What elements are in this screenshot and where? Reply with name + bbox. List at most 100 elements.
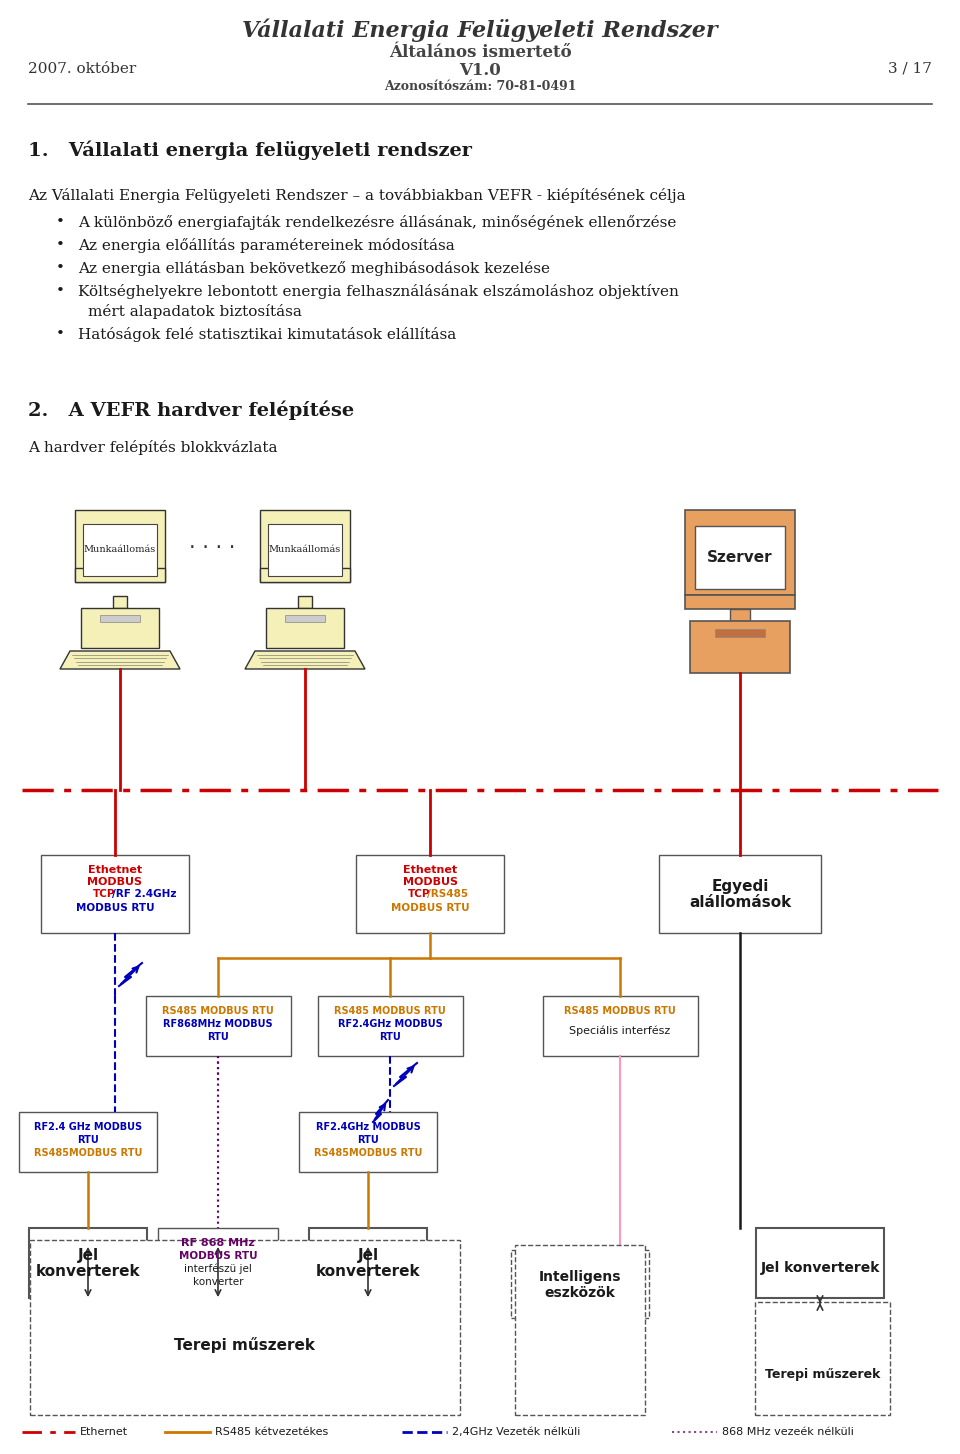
Text: /RF 2.4GHz: /RF 2.4GHz (112, 888, 177, 899)
Bar (19, 1112, 157, 1172)
Text: RS485 kétvezetékes: RS485 kétvezetékes (215, 1426, 328, 1437)
Bar (685, 595, 795, 609)
Polygon shape (60, 651, 180, 669)
Bar (756, 1229, 884, 1298)
Bar (41, 855, 189, 933)
Text: •: • (56, 238, 64, 252)
Text: Terepi műszerek: Terepi műszerek (765, 1368, 880, 1381)
Text: •: • (56, 327, 64, 342)
Bar (299, 1112, 437, 1172)
Text: RF2.4GHz MODBUS: RF2.4GHz MODBUS (338, 1019, 443, 1029)
Bar (685, 510, 795, 595)
Bar (356, 855, 504, 933)
Text: RS485 MODBUS RTU: RS485 MODBUS RTU (162, 1006, 274, 1016)
Text: Ethetnet: Ethetnet (88, 865, 142, 875)
Bar (75, 510, 165, 582)
Text: MODBUS RTU: MODBUS RTU (76, 903, 155, 913)
Bar (542, 996, 698, 1056)
Text: Ethetnet: Ethetnet (403, 865, 457, 875)
Bar (515, 1245, 645, 1415)
Bar (755, 1301, 890, 1415)
Text: Terepi műszerek: Terepi műszerek (175, 1338, 316, 1354)
Text: Azonosítószám: 70-81-0491: Azonosítószám: 70-81-0491 (384, 80, 576, 93)
Bar (266, 608, 344, 648)
Text: 2,4GHz Vezeték nélküli: 2,4GHz Vezeték nélküli (452, 1426, 581, 1437)
Text: 1.   Vállalati energia felügyeleti rendszer: 1. Vállalati energia felügyeleti rendsze… (28, 140, 472, 160)
Text: . . . .: . . . . (189, 532, 235, 553)
Text: 2.   A VEFR hardver felépítése: 2. A VEFR hardver felépítése (28, 400, 354, 420)
Text: RF2.4GHz MODBUS: RF2.4GHz MODBUS (316, 1122, 420, 1133)
Text: Vállalati Energia Felügyeleti Rendszer: Vállalati Energia Felügyeleti Rendszer (242, 17, 718, 42)
Text: RS485 MODBUS RTU: RS485 MODBUS RTU (564, 1006, 676, 1016)
Text: interfészü jel: interfészü jel (184, 1264, 252, 1275)
Bar (75, 569, 165, 582)
Text: Költséghelyekre lebontott energia felhasználásának elszámoláshoz objektíven: Költséghelyekre lebontott energia felhas… (78, 284, 679, 300)
Bar (730, 609, 750, 621)
Bar (285, 615, 325, 622)
Text: Általános ismertető: Általános ismertető (389, 44, 571, 61)
Text: alállomások: alállomások (689, 896, 791, 910)
Text: RS485 MODBUS RTU: RS485 MODBUS RTU (334, 1006, 445, 1016)
Text: •: • (56, 215, 64, 228)
Text: Az energia ellátásban bekövetkező meghibásodások kezelése: Az energia ellátásban bekövetkező meghib… (78, 262, 550, 276)
Text: TCP: TCP (408, 888, 430, 899)
Text: V1.0: V1.0 (459, 63, 501, 79)
Text: Munkaállomás: Munkaállomás (84, 545, 156, 554)
Text: Jel: Jel (357, 1248, 378, 1264)
Text: Jel konverterek: Jel konverterek (760, 1261, 879, 1275)
Bar (695, 526, 785, 589)
Text: 2007. október: 2007. október (28, 63, 136, 76)
Text: MODBUS: MODBUS (87, 877, 142, 887)
Text: RTU: RTU (77, 1136, 99, 1144)
Bar (146, 996, 291, 1056)
Text: eszközök: eszközök (544, 1285, 615, 1300)
Bar (268, 523, 342, 576)
Text: RF2.4 GHz MODBUS: RF2.4 GHz MODBUS (34, 1122, 142, 1133)
Text: MODBUS: MODBUS (402, 877, 458, 887)
Bar (83, 523, 157, 576)
Text: Az Vállalati Energia Felügyeleti Rendszer – a továbbiakban VEFR - kiépítésének c: Az Vállalati Energia Felügyeleti Rendsze… (28, 188, 685, 204)
Text: RTU: RTU (379, 1032, 401, 1043)
Text: •: • (56, 262, 64, 275)
Text: Intelligens: Intelligens (539, 1269, 621, 1284)
Text: A hardver felépítés blokkvázlata: A hardver felépítés blokkvázlata (28, 441, 277, 455)
Bar (260, 510, 350, 582)
Text: RTU: RTU (207, 1032, 228, 1043)
Bar (659, 855, 821, 933)
Text: /RS485: /RS485 (427, 888, 468, 899)
Text: 868 MHz vezeék nélküli: 868 MHz vezeék nélküli (722, 1426, 853, 1437)
Text: konverterek: konverterek (36, 1264, 140, 1280)
Text: Ethernet: Ethernet (80, 1426, 128, 1437)
Text: mért alapadatok biztosítása: mért alapadatok biztosítása (88, 304, 301, 318)
Bar (260, 569, 350, 582)
Text: MODBUS RTU: MODBUS RTU (391, 903, 469, 913)
Bar (113, 596, 127, 608)
Bar (29, 1229, 147, 1298)
Text: Szerver: Szerver (708, 550, 773, 566)
Bar (511, 1250, 649, 1317)
Text: RF 868 MHz: RF 868 MHz (181, 1237, 254, 1248)
Text: •: • (56, 284, 64, 298)
Bar (30, 1240, 460, 1415)
Text: A különböző energiafajták rendelkezésre állásának, minőségének ellenőrzése: A különböző energiafajták rendelkezésre … (78, 215, 677, 230)
Bar (100, 615, 140, 622)
Bar (158, 1229, 278, 1298)
Bar (298, 596, 312, 608)
Text: konverter: konverter (193, 1277, 243, 1287)
Text: RF868MHz MODBUS: RF868MHz MODBUS (163, 1019, 273, 1029)
Text: RS485MODBUS RTU: RS485MODBUS RTU (314, 1149, 422, 1157)
Text: RTU: RTU (357, 1136, 379, 1144)
Text: 3 / 17: 3 / 17 (888, 63, 932, 76)
Text: RS485MODBUS RTU: RS485MODBUS RTU (34, 1149, 142, 1157)
Bar (690, 621, 790, 673)
Text: Egyedi: Egyedi (711, 880, 769, 894)
Bar (81, 608, 159, 648)
Bar (309, 1229, 427, 1298)
Bar (715, 630, 765, 637)
Text: Az energia előállítás paramétereinek módosítása: Az energia előállítás paramétereinek mód… (78, 238, 455, 253)
Bar (318, 996, 463, 1056)
Text: Hatóságok felé statisztikai kimutatások elállítása: Hatóságok felé statisztikai kimutatások … (78, 327, 456, 342)
Text: Speciális interfész: Speciális interfész (569, 1027, 671, 1037)
Text: Jel: Jel (78, 1248, 99, 1264)
Text: Munkaállomás: Munkaállomás (269, 545, 341, 554)
